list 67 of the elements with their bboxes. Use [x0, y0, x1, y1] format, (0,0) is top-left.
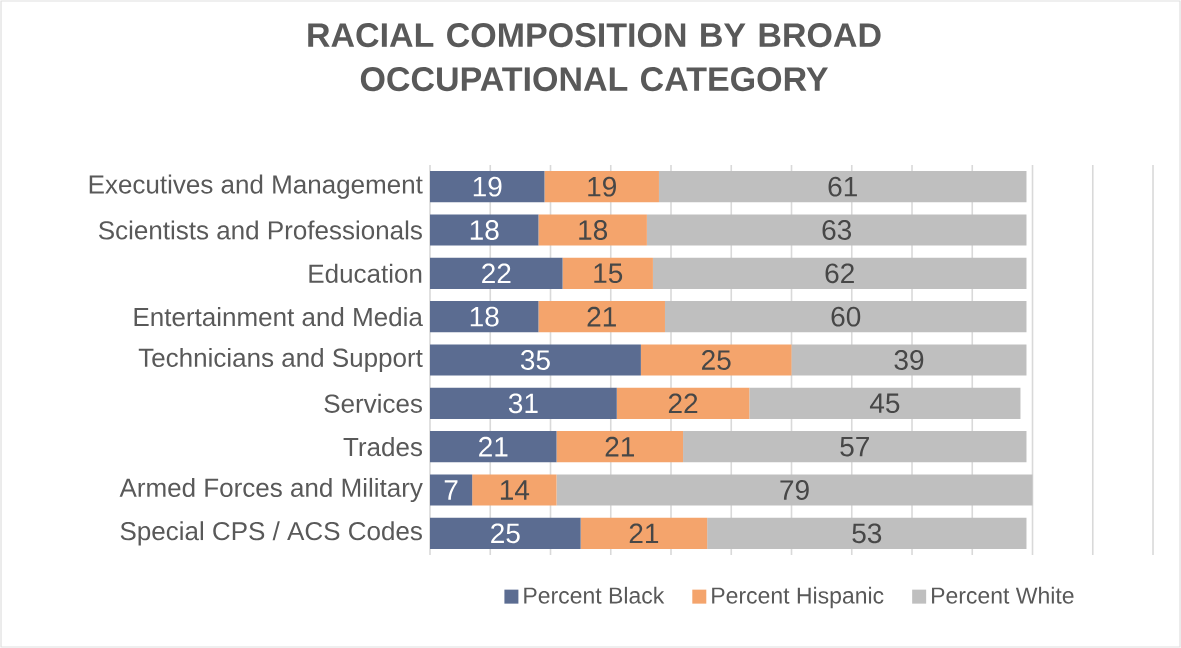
data-label: 21 [587, 306, 616, 327]
y-tick-label: Entertainment and Media [134, 307, 423, 327]
bar [430, 431, 557, 463]
y-tick-label: Armed Forces and Military [119, 477, 423, 503]
bar [430, 257, 563, 289]
bar [646, 214, 1027, 246]
bar [616, 387, 750, 419]
data-label: 15 [594, 263, 623, 284]
data-label: 19 [473, 176, 502, 197]
data-label: 14 [500, 480, 530, 500]
y-tick-label: Education [309, 263, 422, 283]
bar [658, 171, 1027, 203]
bar [562, 257, 653, 289]
data-label: 61 [828, 176, 857, 197]
bar [749, 387, 1021, 419]
bar [640, 344, 792, 376]
data-label: 45 [869, 393, 900, 414]
data-label: 63 [822, 220, 852, 240]
bar [544, 171, 659, 203]
data-label: 21 [479, 436, 508, 457]
chart-title: RACIAL COMPOSITION BY BROAD OCCUPATIONAL CATEGORY [308, 23, 881, 92]
bar [652, 257, 1027, 289]
data-label: 35 [520, 350, 550, 370]
data-label: 18 [579, 220, 608, 240]
data-label: 60 [831, 306, 861, 327]
data-label: 7 [444, 480, 458, 500]
bar [538, 301, 665, 333]
bar [664, 301, 1027, 333]
bar [430, 301, 539, 333]
data-label: 39 [894, 350, 924, 370]
data-label: 21 [629, 523, 659, 544]
data-label: 79 [780, 480, 809, 500]
bar [538, 214, 647, 246]
bar [430, 214, 539, 246]
y-tick-label: Scientists and Professionals [98, 220, 422, 240]
bar [430, 474, 473, 506]
data-label: 22 [668, 393, 698, 414]
data-label: 18 [470, 220, 499, 240]
y-tick-label: Trades [343, 437, 423, 457]
data-label: 22 [482, 263, 511, 284]
y-tick-label: Services [324, 393, 422, 413]
bar [707, 517, 1027, 549]
data-label: 18 [470, 306, 499, 327]
legend-label: Percent Black [524, 586, 665, 604]
y-tick-label: Special CPS / ACS Codes [120, 521, 422, 546]
bar [791, 344, 1027, 376]
data-label: 21 [605, 436, 634, 457]
data-label: 62 [825, 263, 854, 284]
legend-label: Percent White [932, 586, 1074, 604]
data-label: 19 [588, 176, 616, 197]
bar [472, 474, 557, 506]
bar [580, 517, 708, 549]
bar [556, 431, 684, 463]
data-label: 25 [702, 350, 731, 370]
data-label: 25 [491, 523, 520, 544]
bar [430, 171, 545, 203]
bar [430, 387, 617, 419]
bar [430, 344, 641, 376]
y-tick-label: Executives and Management [89, 174, 423, 199]
y-tick-label: Technicians and Support [138, 347, 423, 373]
data-label: 31 [508, 393, 538, 414]
bar [430, 517, 581, 549]
bar [556, 474, 1033, 506]
data-label: 53 [852, 523, 882, 544]
legend-label: Percent Hispanic [712, 586, 884, 609]
data-label: 57 [840, 436, 869, 457]
bar [683, 431, 1027, 463]
